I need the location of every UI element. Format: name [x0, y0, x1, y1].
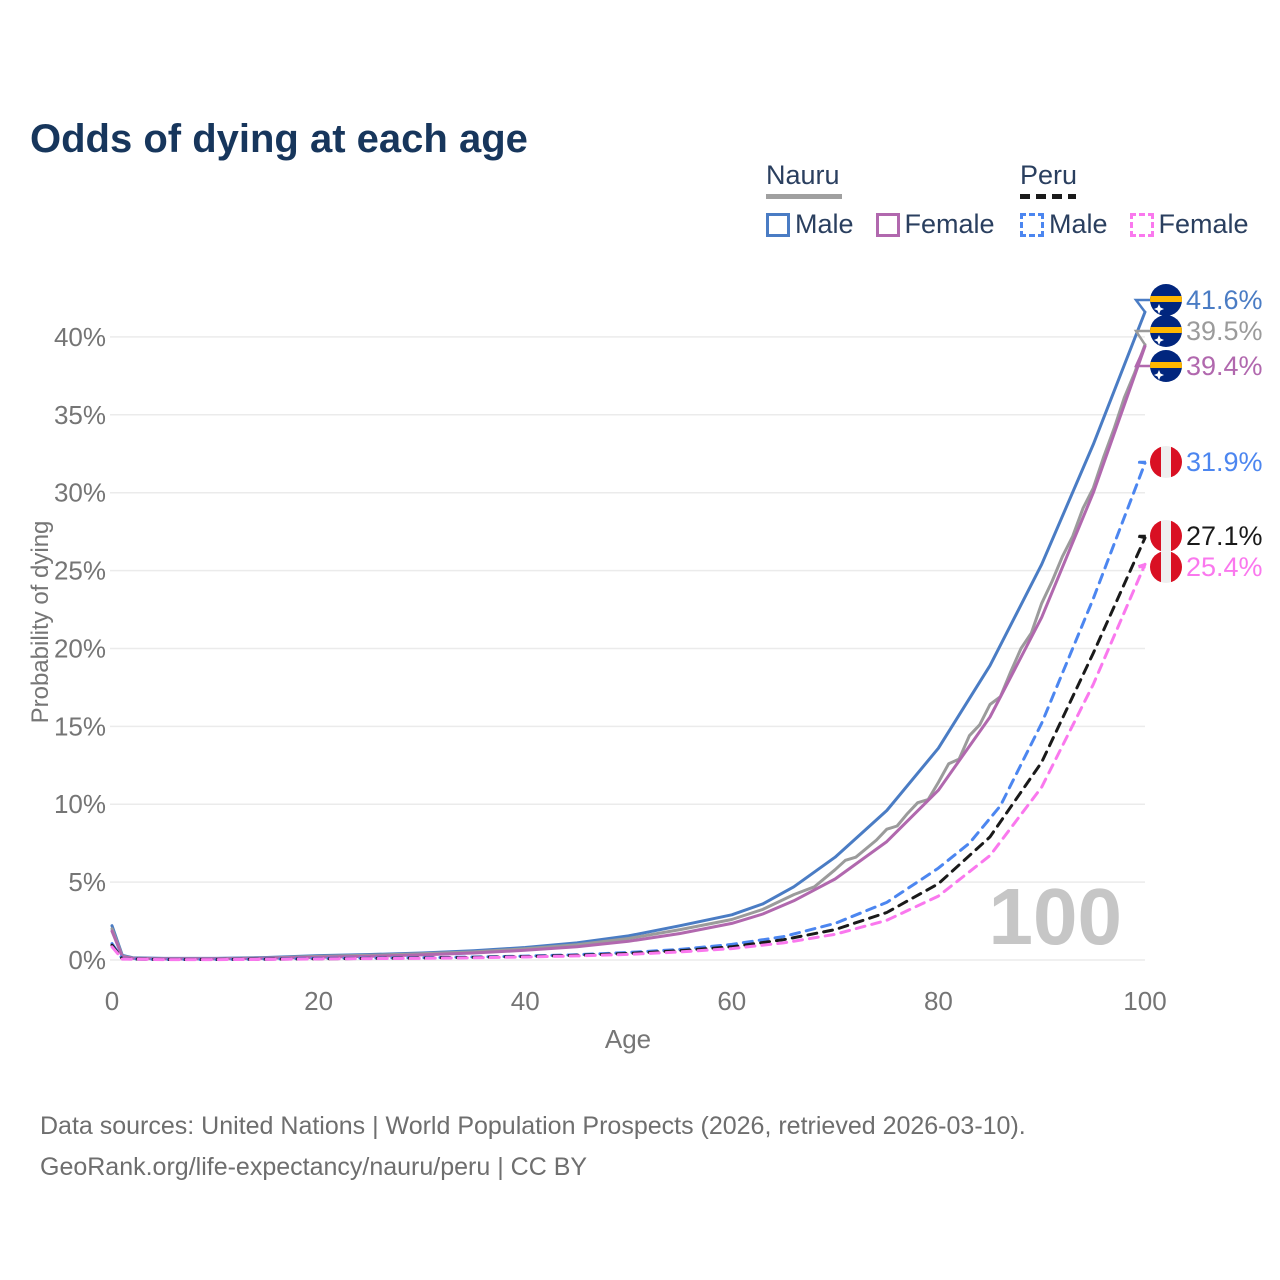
peru-flag-right-band: [1171, 551, 1182, 583]
connector-peru-male: [1135, 460, 1150, 465]
legend-country-nauru[interactable]: Nauru: [766, 160, 1011, 199]
age-watermark: 100: [989, 872, 1122, 961]
x-tick-label: 40: [511, 986, 540, 1016]
end-label-nauru-total: 39.5%: [1186, 316, 1263, 346]
legend-country-nauru-label: Nauru: [766, 160, 840, 190]
y-axis-title: Probability of dying: [27, 521, 54, 724]
legend-item-peru-female[interactable]: Female: [1129, 209, 1249, 240]
connector-nauru-total: [1133, 329, 1150, 346]
nauru-female-label: Female: [904, 209, 995, 239]
end-label-nauru-female: 39.4%: [1186, 351, 1263, 381]
connector-nauru-male: [1133, 298, 1150, 313]
connector-peru-total: [1135, 534, 1150, 540]
peru-flag-left-band: [1150, 551, 1161, 583]
end-label-peru-female: 25.4%: [1186, 552, 1263, 582]
peru-male-swatch: [1020, 212, 1044, 237]
flag-nauru-icon: [1150, 350, 1182, 382]
y-tick-label: 0%: [68, 945, 106, 975]
legend: Nauru Male Female Peru: [0, 160, 1280, 250]
x-axis-tick-labels: 0 20 40 60 80 100: [105, 986, 1167, 1016]
peru-flag-left-band: [1150, 520, 1161, 552]
connector-peru-female: [1135, 563, 1150, 569]
connector-nauru-female: [1134, 345, 1150, 368]
y-axis-tick-labels: 0% 5% 10% 15% 20% 25% 30% 35% 40%: [54, 322, 106, 975]
series-line-nauru-male: [110, 310, 1147, 960]
y-tick-label: 35%: [54, 400, 106, 430]
legend-group-nauru: Nauru Male Female: [766, 160, 1011, 240]
nauru-flag-star: [1154, 370, 1164, 380]
nauru-line-style-swatch: [766, 194, 842, 199]
legend-item-nauru-female[interactable]: Female: [875, 209, 995, 240]
series-line-nauru-female: [110, 344, 1147, 961]
nauru-flag-band: [1150, 362, 1182, 368]
label-connectors: [1133, 298, 1150, 569]
flag-peru-icon: [1150, 446, 1182, 478]
legend-group-peru: Peru Male Female: [1020, 160, 1265, 240]
legend-row-nauru: Male Female: [766, 209, 1011, 240]
x-axis-title: Age: [605, 1024, 651, 1054]
series-line-nauru-total: [110, 343, 1147, 961]
y-tick-label: 15%: [54, 711, 106, 741]
peru-male-label: Male: [1049, 209, 1108, 239]
nauru-flag-band: [1150, 296, 1182, 302]
footer: Data sources: United Nations | World Pop…: [40, 1106, 1026, 1188]
y-tick-label: 25%: [54, 556, 106, 586]
nauru-flag-band: [1150, 327, 1182, 333]
flag-nauru-icon: [1150, 284, 1182, 316]
nauru-female-swatch: [875, 212, 900, 237]
series-line-peru-female: [110, 562, 1147, 962]
peru-female-label: Female: [1158, 209, 1249, 239]
nauru-male-swatch: [766, 212, 790, 237]
end-label-peru-total: 27.1%: [1186, 521, 1263, 551]
page-title: Odds of dying at each age: [30, 116, 528, 161]
x-tick-label: 0: [105, 986, 119, 1016]
x-tick-label: 100: [1123, 986, 1166, 1016]
flag-markers: [1150, 284, 1182, 583]
footer-link: GeoRank.org/life-expectancy/nauru/peru |…: [40, 1153, 588, 1181]
nauru-flag-star: [1154, 335, 1164, 345]
y-tick-label: 5%: [68, 867, 106, 897]
x-tick-label: 60: [717, 986, 746, 1016]
y-tick-label: 10%: [54, 789, 106, 819]
footer-sources: Data sources: United Nations | World Pop…: [40, 1112, 1026, 1140]
legend-item-nauru-male[interactable]: Male: [766, 209, 854, 240]
flag-nauru-icon: [1150, 315, 1182, 347]
gridlines: [110, 336, 1145, 961]
series-lines: [110, 310, 1147, 962]
legend-country-peru-label: Peru: [1020, 160, 1078, 190]
x-tick-label: 20: [304, 986, 333, 1016]
end-label-nauru-male: 41.6%: [1186, 285, 1263, 315]
flag-peru-icon: [1150, 520, 1182, 552]
y-tick-label: 20%: [54, 633, 106, 663]
legend-row-peru: Male Female: [1020, 209, 1265, 240]
peru-flag-left-band: [1150, 446, 1161, 478]
peru-flag-right-band: [1171, 446, 1182, 478]
peru-line-style-swatch: [1020, 194, 1076, 199]
y-tick-label: 30%: [54, 478, 106, 508]
y-tick-label: 40%: [54, 322, 106, 352]
peru-flag-right-band: [1171, 520, 1182, 552]
flag-peru-icon: [1150, 551, 1182, 583]
peru-female-swatch: [1129, 212, 1154, 237]
x-tick-label: 80: [924, 986, 953, 1016]
legend-item-peru-male[interactable]: Male: [1020, 209, 1108, 240]
legend-country-peru[interactable]: Peru: [1020, 160, 1265, 199]
end-value-labels: 41.6%39.5% 39.4% 31.9% 27.1%25.4%: [1186, 285, 1263, 582]
nauru-flag-star: [1154, 304, 1164, 314]
end-label-peru-male: 31.9%: [1186, 447, 1263, 477]
nauru-male-label: Male: [795, 209, 854, 239]
